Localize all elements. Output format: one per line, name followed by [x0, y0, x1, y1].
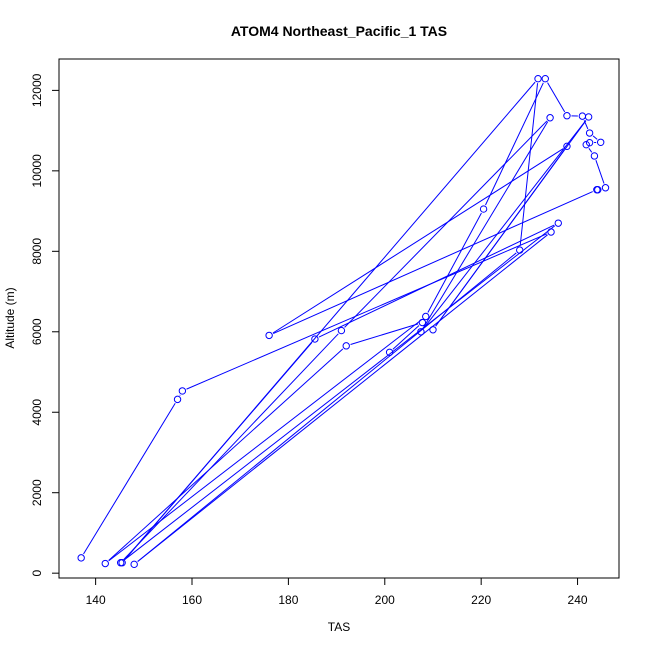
data-point [178, 387, 187, 395]
data-point [554, 219, 562, 227]
series-segment [547, 82, 566, 113]
x-tick-label: 180 [278, 593, 298, 607]
x-tick-label: 200 [375, 593, 395, 607]
data-point [422, 312, 430, 321]
y-tick-label: 12000 [30, 73, 44, 107]
data-point [173, 395, 182, 404]
series-segment [83, 402, 176, 555]
series-segment [427, 212, 482, 313]
data-point [596, 138, 605, 146]
y-axis: 0 2000 4000 6000 8000 10000 12000 [30, 73, 60, 577]
data-point [594, 186, 602, 194]
series-segment [422, 121, 549, 329]
data-point [130, 560, 138, 569]
data-point [385, 348, 394, 356]
data-point [578, 112, 587, 120]
y-tick-label: 6000 [30, 318, 44, 345]
series-segment [318, 224, 555, 338]
data-point [601, 184, 610, 192]
data-point [479, 205, 488, 213]
data-point [311, 335, 319, 343]
data-point [541, 75, 549, 83]
series-segment [123, 333, 339, 560]
y-tick-label: 8000 [30, 238, 44, 265]
series-segment [583, 120, 589, 130]
data-point [418, 318, 427, 327]
series-layer [77, 75, 610, 569]
data-point [342, 342, 350, 350]
data-point [429, 326, 437, 334]
data-point [585, 138, 594, 147]
data-point [546, 114, 554, 122]
data-point [337, 326, 346, 335]
x-tick-label: 160 [182, 593, 202, 607]
data-point [547, 228, 555, 236]
series-segment [273, 191, 593, 335]
series-segment [108, 318, 423, 562]
series-segment [124, 342, 313, 560]
y-tick-label: 10000 [30, 154, 44, 188]
data-point [585, 129, 594, 137]
y-tick-label: 4000 [30, 399, 44, 426]
series-segment [392, 325, 420, 350]
series-segment [350, 323, 419, 346]
chart-title: ATOM4 Northeast_Pacific_1 TAS [231, 23, 447, 39]
data-point [265, 331, 273, 340]
series-segment [108, 348, 344, 561]
series-segment [272, 148, 564, 334]
series-segment [435, 149, 565, 327]
data-point [590, 152, 599, 160]
data-point [417, 328, 425, 336]
series-segment [137, 234, 548, 562]
x-tick-label: 240 [568, 593, 588, 607]
series-segment [186, 233, 548, 390]
x-axis-label: TAS [328, 620, 350, 634]
plot-frame [58, 58, 620, 579]
data-point [563, 112, 571, 120]
series-segment [519, 83, 539, 246]
y-axis-label: Altitude (m) [3, 287, 17, 348]
series-segment [588, 148, 593, 153]
series-segment [592, 135, 598, 140]
series-segment [485, 82, 544, 206]
data-point [534, 75, 542, 83]
data-point [516, 246, 524, 254]
data-point [584, 113, 593, 121]
y-tick-label: 0 [30, 570, 44, 577]
data-point [563, 142, 571, 151]
data-point [77, 554, 85, 562]
series-segment [595, 160, 605, 184]
x-tick-label: 140 [86, 593, 106, 607]
x-tick-label: 220 [471, 593, 491, 607]
series-segment [344, 120, 548, 328]
series-segment [423, 120, 587, 329]
data-point [101, 559, 109, 568]
y-tick-label: 2000 [30, 479, 44, 506]
x-axis: 140 160 180 200 220 240 [86, 577, 588, 607]
data-point [116, 559, 125, 567]
series-segment [123, 225, 556, 561]
